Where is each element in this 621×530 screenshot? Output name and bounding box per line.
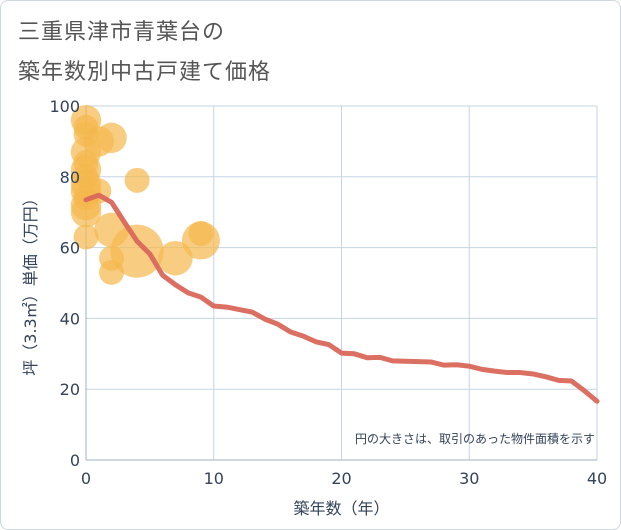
trend-line [83, 192, 600, 404]
bubble-point [73, 224, 99, 250]
x-axis-label: 築年数（年） [293, 499, 389, 518]
x-tick-label: 10 [204, 469, 224, 488]
axis-ticks: 0 20 40 60 80 100 0 10 20 30 40 [49, 97, 607, 488]
y-tick-label: 60 [60, 239, 80, 258]
x-tick-label: 20 [331, 469, 351, 488]
bubble-point [96, 122, 127, 154]
x-tick-label: 0 [81, 469, 91, 488]
bubble-point [188, 220, 214, 246]
x-tick-label: 40 [587, 469, 607, 488]
y-tick-label: 0 [70, 451, 80, 470]
y-tick-label: 20 [60, 380, 80, 399]
bubble-point [70, 197, 102, 228]
bubble-size-note: 円の大きさは、取引のあった物件面積を示す [355, 431, 595, 446]
bubble-point [124, 167, 150, 193]
y-tick-label: 80 [60, 168, 80, 187]
y-tick-label: 40 [60, 309, 80, 328]
x-tick-label: 30 [459, 469, 479, 488]
bubble-point [158, 240, 193, 276]
bubble-series [70, 104, 220, 285]
bubble-point [110, 224, 164, 278]
trend-series [83, 192, 600, 404]
chart-title-line-1: 三重県津市青葉台の [18, 20, 226, 45]
chart-title-line-2: 築年数別中古戸建て価格 [18, 60, 272, 85]
y-tick-label: 100 [49, 97, 80, 116]
y-axis-label: 坪（3.3㎡）単価（万円） [21, 190, 40, 375]
